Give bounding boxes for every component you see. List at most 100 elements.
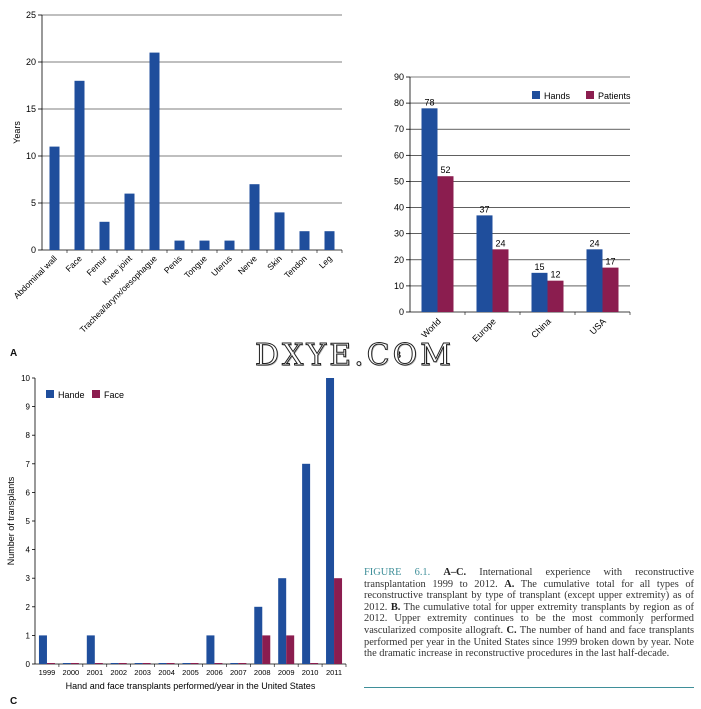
panel-c-legend-swatch bbox=[92, 390, 100, 398]
panel-a-bar bbox=[199, 240, 210, 250]
panel-a-bar bbox=[149, 52, 160, 250]
panel-c-category-label: 2009 bbox=[278, 668, 295, 677]
panel-label-a: A bbox=[10, 348, 18, 359]
panel-label-c: C bbox=[10, 696, 18, 707]
caption-part-0: A–C. International experience with recon… bbox=[364, 567, 694, 590]
figure-label: FIGURE 6.1. bbox=[364, 567, 431, 578]
panel-b-bar-patients bbox=[602, 267, 619, 312]
panel-b-data-label: 24 bbox=[589, 238, 599, 248]
panel-a-ytick-label: 20 bbox=[26, 57, 36, 67]
panel-c-ytick-label: 4 bbox=[26, 546, 31, 555]
panel-a-bar bbox=[174, 240, 185, 250]
panel-a-bar bbox=[224, 240, 235, 250]
panel-c-ytick-label: 6 bbox=[26, 488, 31, 497]
panel-c-ytick-label: 2 bbox=[26, 603, 31, 612]
panel-b-category-label: Europe bbox=[470, 316, 498, 344]
panel-b-legend-label: Patients bbox=[598, 91, 631, 101]
figure-caption: FIGURE 6.1. A–C. International experienc… bbox=[364, 567, 694, 660]
panel-b-legend-label: Hands bbox=[544, 91, 571, 101]
panel-c-category-label: 2006 bbox=[206, 668, 223, 677]
caption-part-3: C. The number of hand and face transplan… bbox=[364, 624, 695, 660]
panel-c-bar-face bbox=[334, 578, 343, 664]
panel-b-data-label: 78 bbox=[424, 97, 434, 107]
panel-a-category-label: Penis bbox=[162, 253, 184, 275]
panel-b-ytick-label: 90 bbox=[394, 72, 404, 82]
panel-b-ytick-label: 50 bbox=[394, 176, 404, 186]
panel-c-legend-label: Hande bbox=[58, 390, 85, 400]
panel-b-ytick-label: 30 bbox=[394, 229, 404, 239]
panel-a-category-label: Tongue bbox=[182, 253, 209, 280]
panel-c-bar-hande bbox=[254, 606, 263, 664]
panel-c-ytick-label: 0 bbox=[26, 660, 31, 669]
panel-a-bar bbox=[299, 231, 310, 250]
panel-c-bar-hande bbox=[326, 378, 335, 664]
panel-a-ylabel: Years bbox=[12, 121, 22, 144]
panel-b-ytick-label: 80 bbox=[394, 98, 404, 108]
panel-a-ytick-label: 25 bbox=[26, 10, 36, 20]
panel-c-bar-face bbox=[238, 663, 247, 664]
caption-rule bbox=[364, 687, 694, 688]
panel-c-bar-hande bbox=[158, 663, 167, 664]
panel-c-bar-hande bbox=[110, 663, 119, 664]
panel-c-category-label: 2010 bbox=[302, 668, 319, 677]
panel-c-bar-face bbox=[262, 635, 271, 664]
panel-c-bar-hande bbox=[230, 663, 239, 664]
panel-c-bar-face bbox=[166, 663, 175, 664]
panel-c-bar-face bbox=[286, 635, 295, 664]
panel-b-legend-swatch bbox=[532, 91, 540, 99]
panel-a-bar bbox=[249, 184, 260, 250]
panel-b-ytick-label: 60 bbox=[394, 150, 404, 160]
panel-c-bar-face bbox=[94, 663, 103, 664]
panel-b-ytick-label: 10 bbox=[394, 281, 404, 291]
panel-a-bar bbox=[274, 212, 285, 250]
panel-c-category-label: 2007 bbox=[230, 668, 247, 677]
panel-c-ytick-label: 1 bbox=[26, 631, 31, 640]
panel-c-ytick-label: 9 bbox=[26, 403, 31, 412]
panel-c-bar-face bbox=[214, 663, 223, 664]
panel-b-legend-swatch bbox=[586, 91, 594, 99]
panel-b-bar-patients bbox=[437, 176, 454, 312]
panel-b-ytick-label: 40 bbox=[394, 203, 404, 213]
panel-a-bar bbox=[99, 221, 110, 250]
panel-a-category-label: Nerve bbox=[236, 253, 259, 276]
panel-a-bar bbox=[49, 146, 60, 250]
panel-c-category-label: 2011 bbox=[326, 668, 342, 677]
panel-a-category-label: Face bbox=[63, 253, 84, 274]
panel-c-bar-hande bbox=[62, 663, 71, 664]
panel-c-bar-face bbox=[190, 663, 199, 664]
panel-c-ytick-label: 5 bbox=[26, 517, 31, 526]
panel-c-ytick-label: 7 bbox=[26, 460, 31, 469]
panel-c-category-label: 2004 bbox=[158, 668, 175, 677]
panel-c-ytick-label: 8 bbox=[26, 431, 31, 440]
panel-c-category-label: 2002 bbox=[110, 668, 127, 677]
panel-b-category-label: China bbox=[529, 316, 553, 340]
panel-c-bar-face bbox=[46, 663, 55, 664]
panel-b-data-label: 15 bbox=[534, 262, 544, 272]
panel-b-bar-hands bbox=[476, 215, 493, 312]
panel-c-legend-label: Face bbox=[104, 390, 124, 400]
panel-c-bar-hande bbox=[278, 578, 287, 664]
panel-a-ytick-label: 15 bbox=[26, 104, 36, 114]
panel-b-data-label: 37 bbox=[479, 204, 489, 214]
panel-b-category-label: USA bbox=[588, 316, 608, 336]
panel-c-ytick-label: 10 bbox=[21, 374, 30, 383]
panel-c-bar-hande bbox=[38, 635, 47, 664]
panel-b-ytick-label: 0 bbox=[399, 307, 404, 317]
panel-c-bar-hande bbox=[206, 635, 215, 664]
panel-b-data-label: 12 bbox=[550, 270, 560, 280]
panel-a-bar bbox=[324, 231, 335, 250]
panel-c-xlabel: Hand and face transplants performed/year… bbox=[66, 681, 316, 691]
panel-c-category-label: 1999 bbox=[39, 668, 56, 677]
panel-b-bar-patients bbox=[547, 280, 564, 312]
panel-c-bar-hande bbox=[134, 663, 143, 664]
panel-b-bar-hands bbox=[586, 249, 603, 312]
panel-c-ytick-label: 3 bbox=[26, 574, 31, 583]
panel-c-category-label: 2005 bbox=[182, 668, 199, 677]
panel-a-bar bbox=[124, 193, 135, 250]
panel-a-category-label: Abdominal wall bbox=[11, 253, 59, 301]
panel-a-category-label: Leg bbox=[317, 253, 334, 270]
panel-a-category-label: Uterus bbox=[209, 253, 234, 278]
panel-b-ytick-label: 20 bbox=[394, 255, 404, 265]
panel-a-ytick-label: 5 bbox=[31, 198, 36, 208]
